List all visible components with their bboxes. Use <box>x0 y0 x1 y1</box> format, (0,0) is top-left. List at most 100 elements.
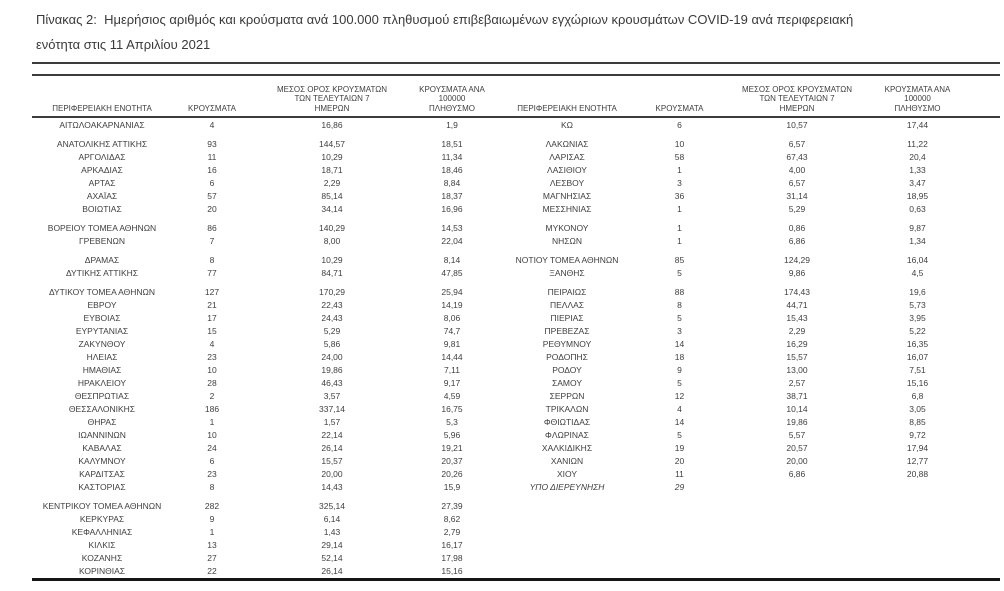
cases-value-left: 57 <box>207 191 217 201</box>
region-name-right <box>492 539 642 552</box>
avg7-value-right <box>717 513 877 526</box>
avg7-value-left: 20,00 <box>321 469 343 479</box>
per100k-value-right: 5,22 <box>909 326 926 336</box>
region-name-left: ΑΡΓΟΛΙΔΑΣ <box>78 152 126 162</box>
region-name-left: ΔΥΤΙΚΗΣ ΑΤΤΙΚΗΣ <box>65 268 139 278</box>
cases-value-left: 16 <box>207 165 217 175</box>
table-body: ΑΙΤΩΛΟΑΚΑΡΝΑΝΙΑΣ 4 16,86 1,9 ΚΩ 6 10,57 17,44 ΑΝ… <box>32 118 1000 578</box>
cases-value-right: 1 <box>677 223 682 233</box>
table-top-rule <box>32 62 1000 76</box>
region-name-right: ΠΕΛΛΑΣ <box>549 300 585 310</box>
per100k-value-left: 14,53 <box>441 223 463 233</box>
avg7-value-right: 6,86 <box>788 236 806 246</box>
region-name-left: ΑΧΑΪΑΣ <box>86 191 118 201</box>
per100k-value-left: 16,96 <box>441 204 463 214</box>
avg7-value-right: 20,57 <box>786 443 808 453</box>
avg7-value-left: 26,14 <box>321 443 343 453</box>
region-name-right: ΚΩ <box>560 120 574 130</box>
cases-value-right: 20 <box>674 456 685 466</box>
per100k-value-left: 15,16 <box>441 566 463 576</box>
per100k-value-right: 11,22 <box>907 139 928 149</box>
avg7-value-left: 14,43 <box>321 482 343 492</box>
cases-value-right: 3 <box>677 326 682 336</box>
per100k-value-right: 3,47 <box>909 178 926 188</box>
avg7-value-left: 24,43 <box>321 313 343 323</box>
cases-value-left: 4 <box>209 339 215 349</box>
cases-value-right: 8 <box>677 300 682 310</box>
avg7-value-right: 44,71 <box>786 300 808 310</box>
region-name-left: ΚΕΝΤΡΙΚΟΥ ΤΟΜΕΑ ΑΘΗΝΩΝ <box>42 501 162 511</box>
avg7-value-left: 144,57 <box>319 139 345 149</box>
region-name-left: ΘΕΣΣΑΛΟΝΙΚΗΣ <box>68 404 136 414</box>
region-name-left: ΕΥΡΥΤΑΝΙΑΣ <box>75 326 129 336</box>
cases-value-left: 28 <box>207 378 217 388</box>
per100k-value-right: 3,95 <box>909 313 926 323</box>
per100k-value-right <box>877 513 1000 526</box>
region-name-right: ΦΛΩΡΙΝΑΣ <box>545 430 589 440</box>
region-name-left: ΕΒΡΟΥ <box>87 300 117 310</box>
avg7-value-right: 124,29 <box>784 255 810 265</box>
cases-value-left: 2 <box>209 391 215 401</box>
table-header-row: ΠΕΡΙΦΕΡΕΙΑΚΗ ΕΝΟΤΗΤΑ ΚΡΟΥΣΜΑΤΑ ΜΕΣΟΣ ΟΡΟΣ … <box>32 76 1000 118</box>
per100k-value-right <box>877 552 1000 565</box>
avg7-value-left: 5,29 <box>323 326 341 336</box>
per100k-value-left: 20,37 <box>441 456 463 466</box>
per100k-value-right <box>877 565 1000 578</box>
per100k-value-left: 11,34 <box>441 152 463 162</box>
avg7-value-left: 8,00 <box>323 236 341 246</box>
avg7-value-left: 3,57 <box>323 391 341 401</box>
avg7-value-right: 5,29 <box>788 204 806 214</box>
cases-value-right: 18 <box>674 352 685 362</box>
per100k-value-right: 8,85 <box>909 417 926 427</box>
region-name-right: ΜΕΣΣΗΝΙΑΣ <box>542 204 592 214</box>
cases-value-left: 6 <box>209 178 215 188</box>
cases-value-right: 11 <box>675 469 684 479</box>
header-region-right: ΠΕΡΙΦΕΡΕΙΑΚΗ ΕΝΟΤΗΤΑ <box>517 103 617 113</box>
avg7-value-right: 13,00 <box>786 365 808 375</box>
per100k-value-left: 22,04 <box>441 236 463 246</box>
region-name-right: ΧΑΛΚΙΔΙΚΗΣ <box>541 443 593 453</box>
avg7-value-left: 84,71 <box>321 268 343 278</box>
cases-value-right: 58 <box>674 152 685 162</box>
avg7-value-right: 2,29 <box>788 326 806 336</box>
cases-value-left: 23 <box>207 352 217 362</box>
per100k-value-right: 20,4 <box>909 152 926 162</box>
avg7-value-right: 174,43 <box>784 287 810 297</box>
avg7-value-left: 15,57 <box>321 456 343 466</box>
avg7-value-right: 9,86 <box>788 268 806 278</box>
region-name-left: ΚΑΡΔΙΤΣΑΣ <box>79 469 125 479</box>
cases-value-left: 11 <box>207 152 217 162</box>
cases-value-left: 6 <box>209 456 215 466</box>
cases-value-left: 20 <box>207 204 217 214</box>
per100k-value-right: 6,8 <box>911 391 924 401</box>
region-name-left: ΑΡΚΑΔΙΑΣ <box>81 165 123 175</box>
cases-value-right: 1 <box>677 236 682 246</box>
per100k-value-right: 4,5 <box>911 268 924 278</box>
avg7-value-left: 10,29 <box>321 152 343 162</box>
cases-value-left: 282 <box>204 501 220 511</box>
cases-value-right <box>642 565 717 578</box>
cases-value-left: 23 <box>207 469 217 479</box>
cases-value-right: 14 <box>674 417 685 427</box>
cases-value-right: 85 <box>674 255 685 265</box>
cases-value-right: 14 <box>674 339 685 349</box>
per100k-value-right <box>877 481 1000 494</box>
region-name-right: ΥΠΟ ΔΙΕΡΕΥΝΗΣΗ <box>529 482 605 492</box>
region-name-right: ΛΑΣΙΘΙΟΥ <box>547 165 587 175</box>
avg7-value-left: 337,14 <box>319 404 345 414</box>
cases-value-right: 4 <box>677 404 682 414</box>
per100k-value-left: 9,81 <box>443 339 461 349</box>
avg7-value-right: 10,57 <box>786 120 808 130</box>
avg7-value-right: 2,57 <box>788 378 806 388</box>
region-name-left: ΑΡΤΑΣ <box>88 178 116 188</box>
region-name-right <box>492 552 642 565</box>
avg7-value-right: 38,71 <box>786 391 808 401</box>
per100k-value-left: 9,17 <box>443 378 461 388</box>
per100k-value-left: 14,19 <box>441 300 463 310</box>
cases-value-right: 29 <box>674 482 685 492</box>
region-name-right: ΛΕΣΒΟΥ <box>549 178 585 188</box>
cases-value-left: 22 <box>207 566 217 576</box>
region-name-right: ΦΘΙΩΤΙΔΑΣ <box>543 417 591 427</box>
per100k-value-right: 5,73 <box>909 300 926 310</box>
